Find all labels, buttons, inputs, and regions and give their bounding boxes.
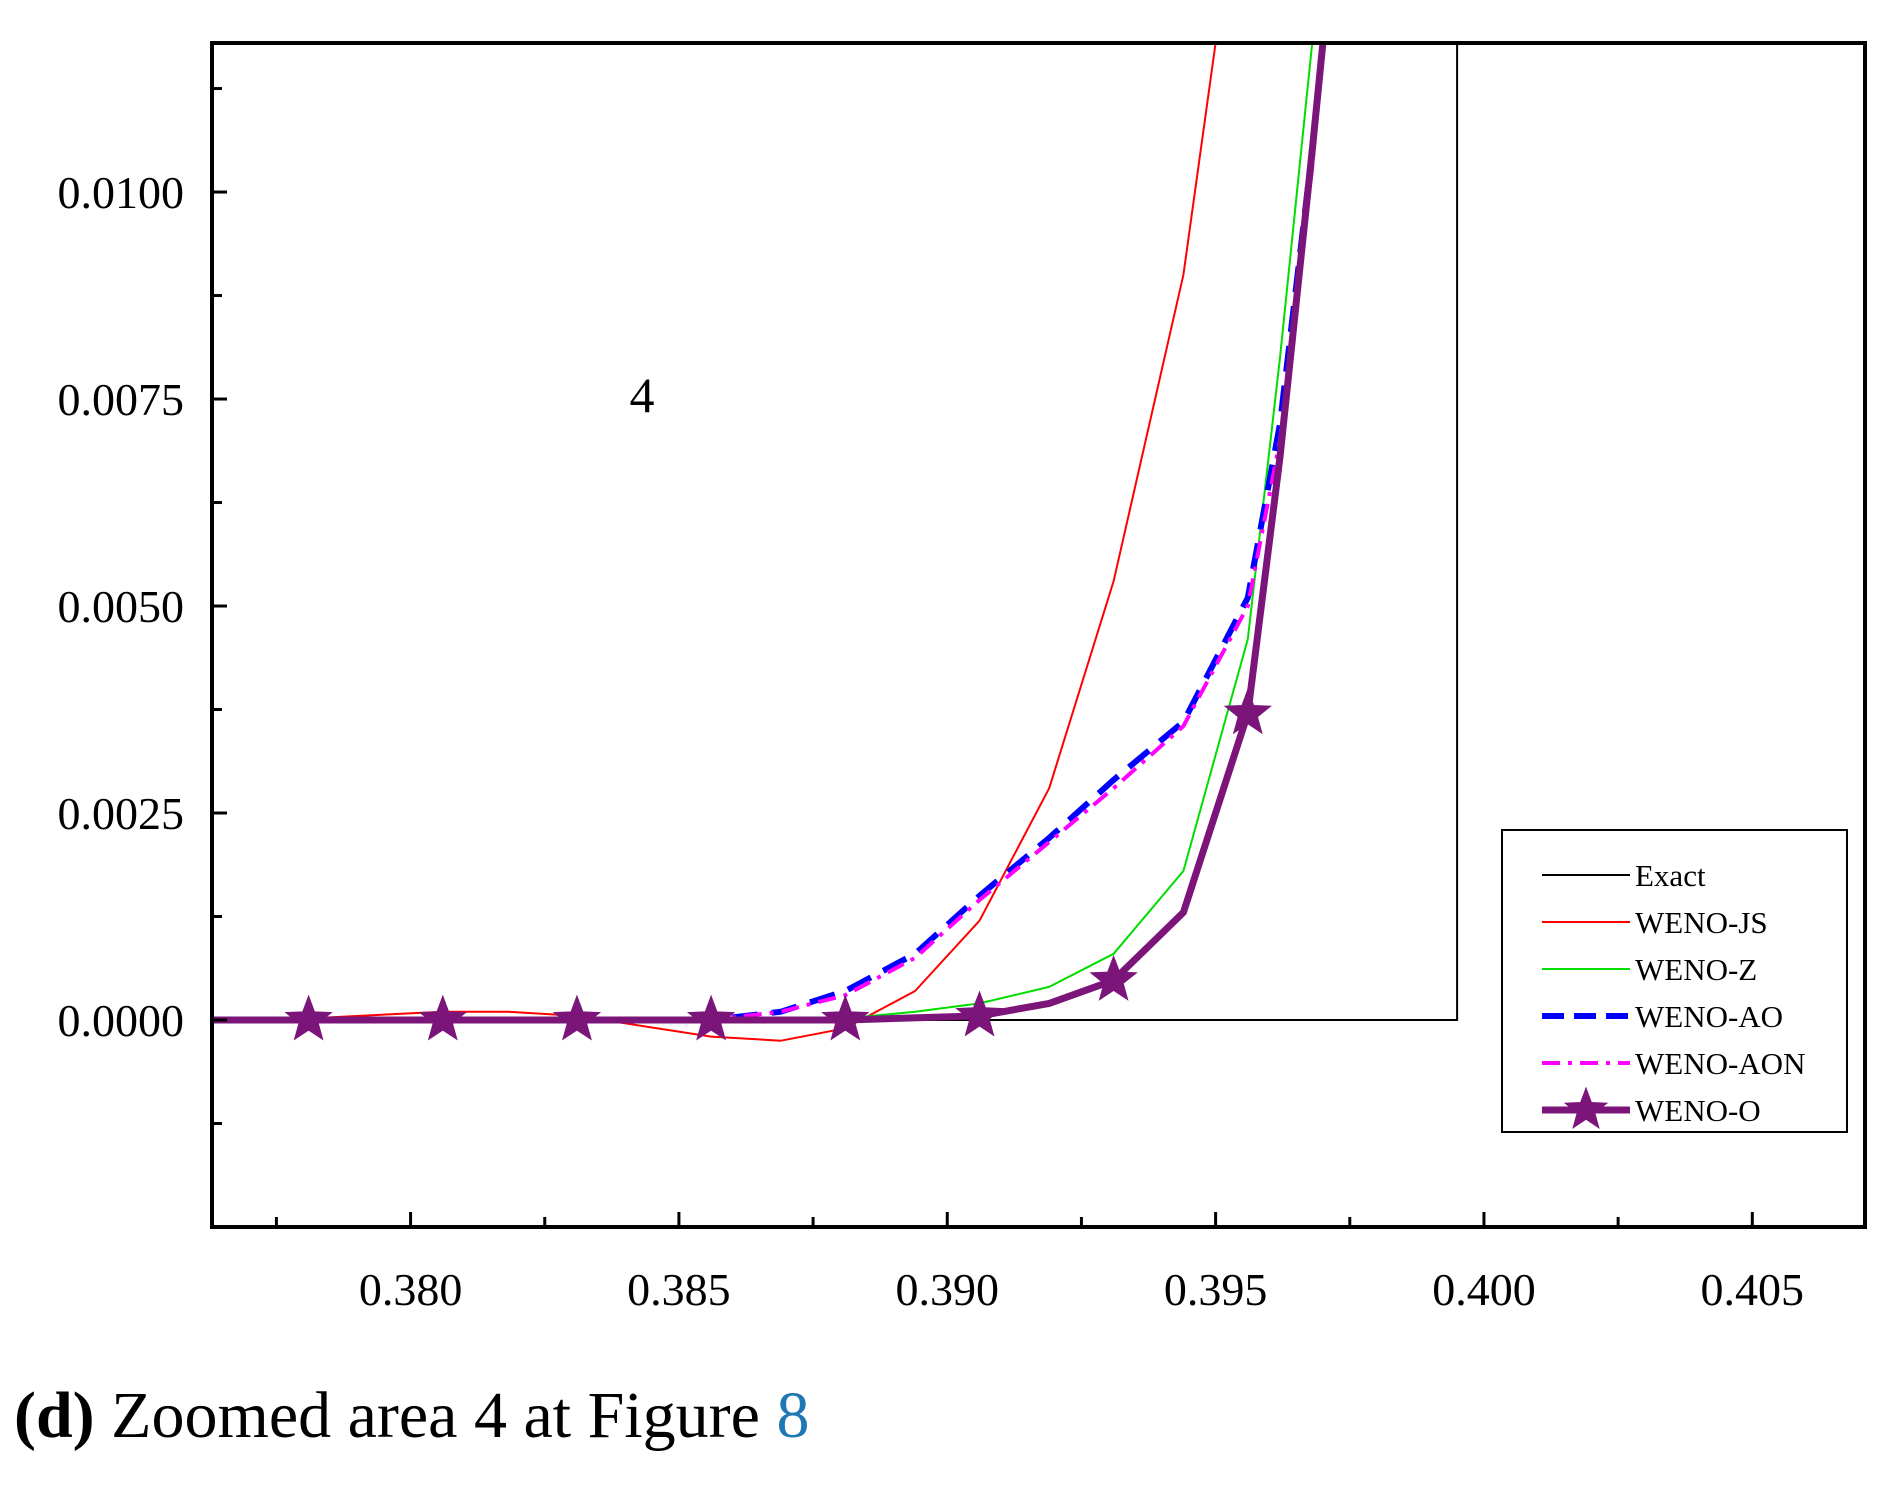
series-marker-weno-o <box>284 994 333 1041</box>
series-line-weno-ao <box>212 43 1326 1023</box>
y-tick-label: 0.0050 <box>58 581 185 632</box>
y-tick-label: 0.0075 <box>58 374 185 425</box>
series-marker-weno-o <box>418 994 467 1041</box>
legend: Exact WENO-JS WENO-Z WENO-AO WENO-AON WENO-O <box>1501 829 1848 1133</box>
x-tick-label: 0.400 <box>1432 1264 1536 1315</box>
series-marker-weno-o <box>686 994 736 1041</box>
zoom-area-annotation: 4 <box>630 367 655 423</box>
y-tick-label: 0.0025 <box>58 788 185 839</box>
y-tick-label: 0.0100 <box>58 167 185 218</box>
legend-label-weno-z: WENO-Z <box>1635 952 1757 987</box>
series-marker-weno-o <box>1223 688 1272 735</box>
x-tick-label: 0.390 <box>896 1264 1000 1315</box>
x-tick-label: 0.380 <box>359 1264 463 1315</box>
legend-label-exact: Exact <box>1635 858 1706 893</box>
series-layer <box>212 43 1459 1042</box>
series-marker-weno-o <box>1089 954 1138 1001</box>
caption-label: (d) <box>14 1379 95 1452</box>
series-marker-weno-o <box>821 994 870 1041</box>
figure-caption: (d) Zoomed area 4 at Figure 8 <box>14 1378 809 1454</box>
caption-text: Zoomed area 4 at Figure <box>94 1379 777 1452</box>
legend-label-weno-js: WENO-JS <box>1635 905 1768 940</box>
series-line-weno-z <box>212 43 1314 1021</box>
series-marker-weno-o <box>552 994 602 1041</box>
axes-layer: 0.380 0.385 0.390 0.395 0.400 0.405 0.0000 0.00… <box>58 41 1867 1315</box>
series-line-weno-o <box>212 43 1327 1024</box>
legend-box <box>1501 829 1848 1133</box>
x-tick-label: 0.405 <box>1701 1264 1805 1315</box>
series-line-weno-js <box>212 43 1217 1042</box>
caption-figure-link[interactable]: 8 <box>776 1379 810 1452</box>
legend-label-weno-aon: WENO-AON <box>1635 1046 1805 1081</box>
plot-frame <box>210 41 1867 1229</box>
legend-label-weno-o: WENO-O <box>1635 1093 1761 1128</box>
y-tick-label: 0.0000 <box>58 995 185 1046</box>
series-marker-weno-o <box>955 990 1004 1037</box>
chart: 0.380 0.385 0.390 0.395 0.400 0.405 0.0000 0.00… <box>58 41 1867 1315</box>
series-line-weno-aon <box>212 43 1325 1022</box>
x-tick-label: 0.385 <box>627 1264 731 1315</box>
x-tick-label: 0.395 <box>1164 1264 1268 1315</box>
legend-label-weno-ao: WENO-AO <box>1635 999 1783 1034</box>
legend-marker-weno-o <box>1563 1086 1609 1129</box>
